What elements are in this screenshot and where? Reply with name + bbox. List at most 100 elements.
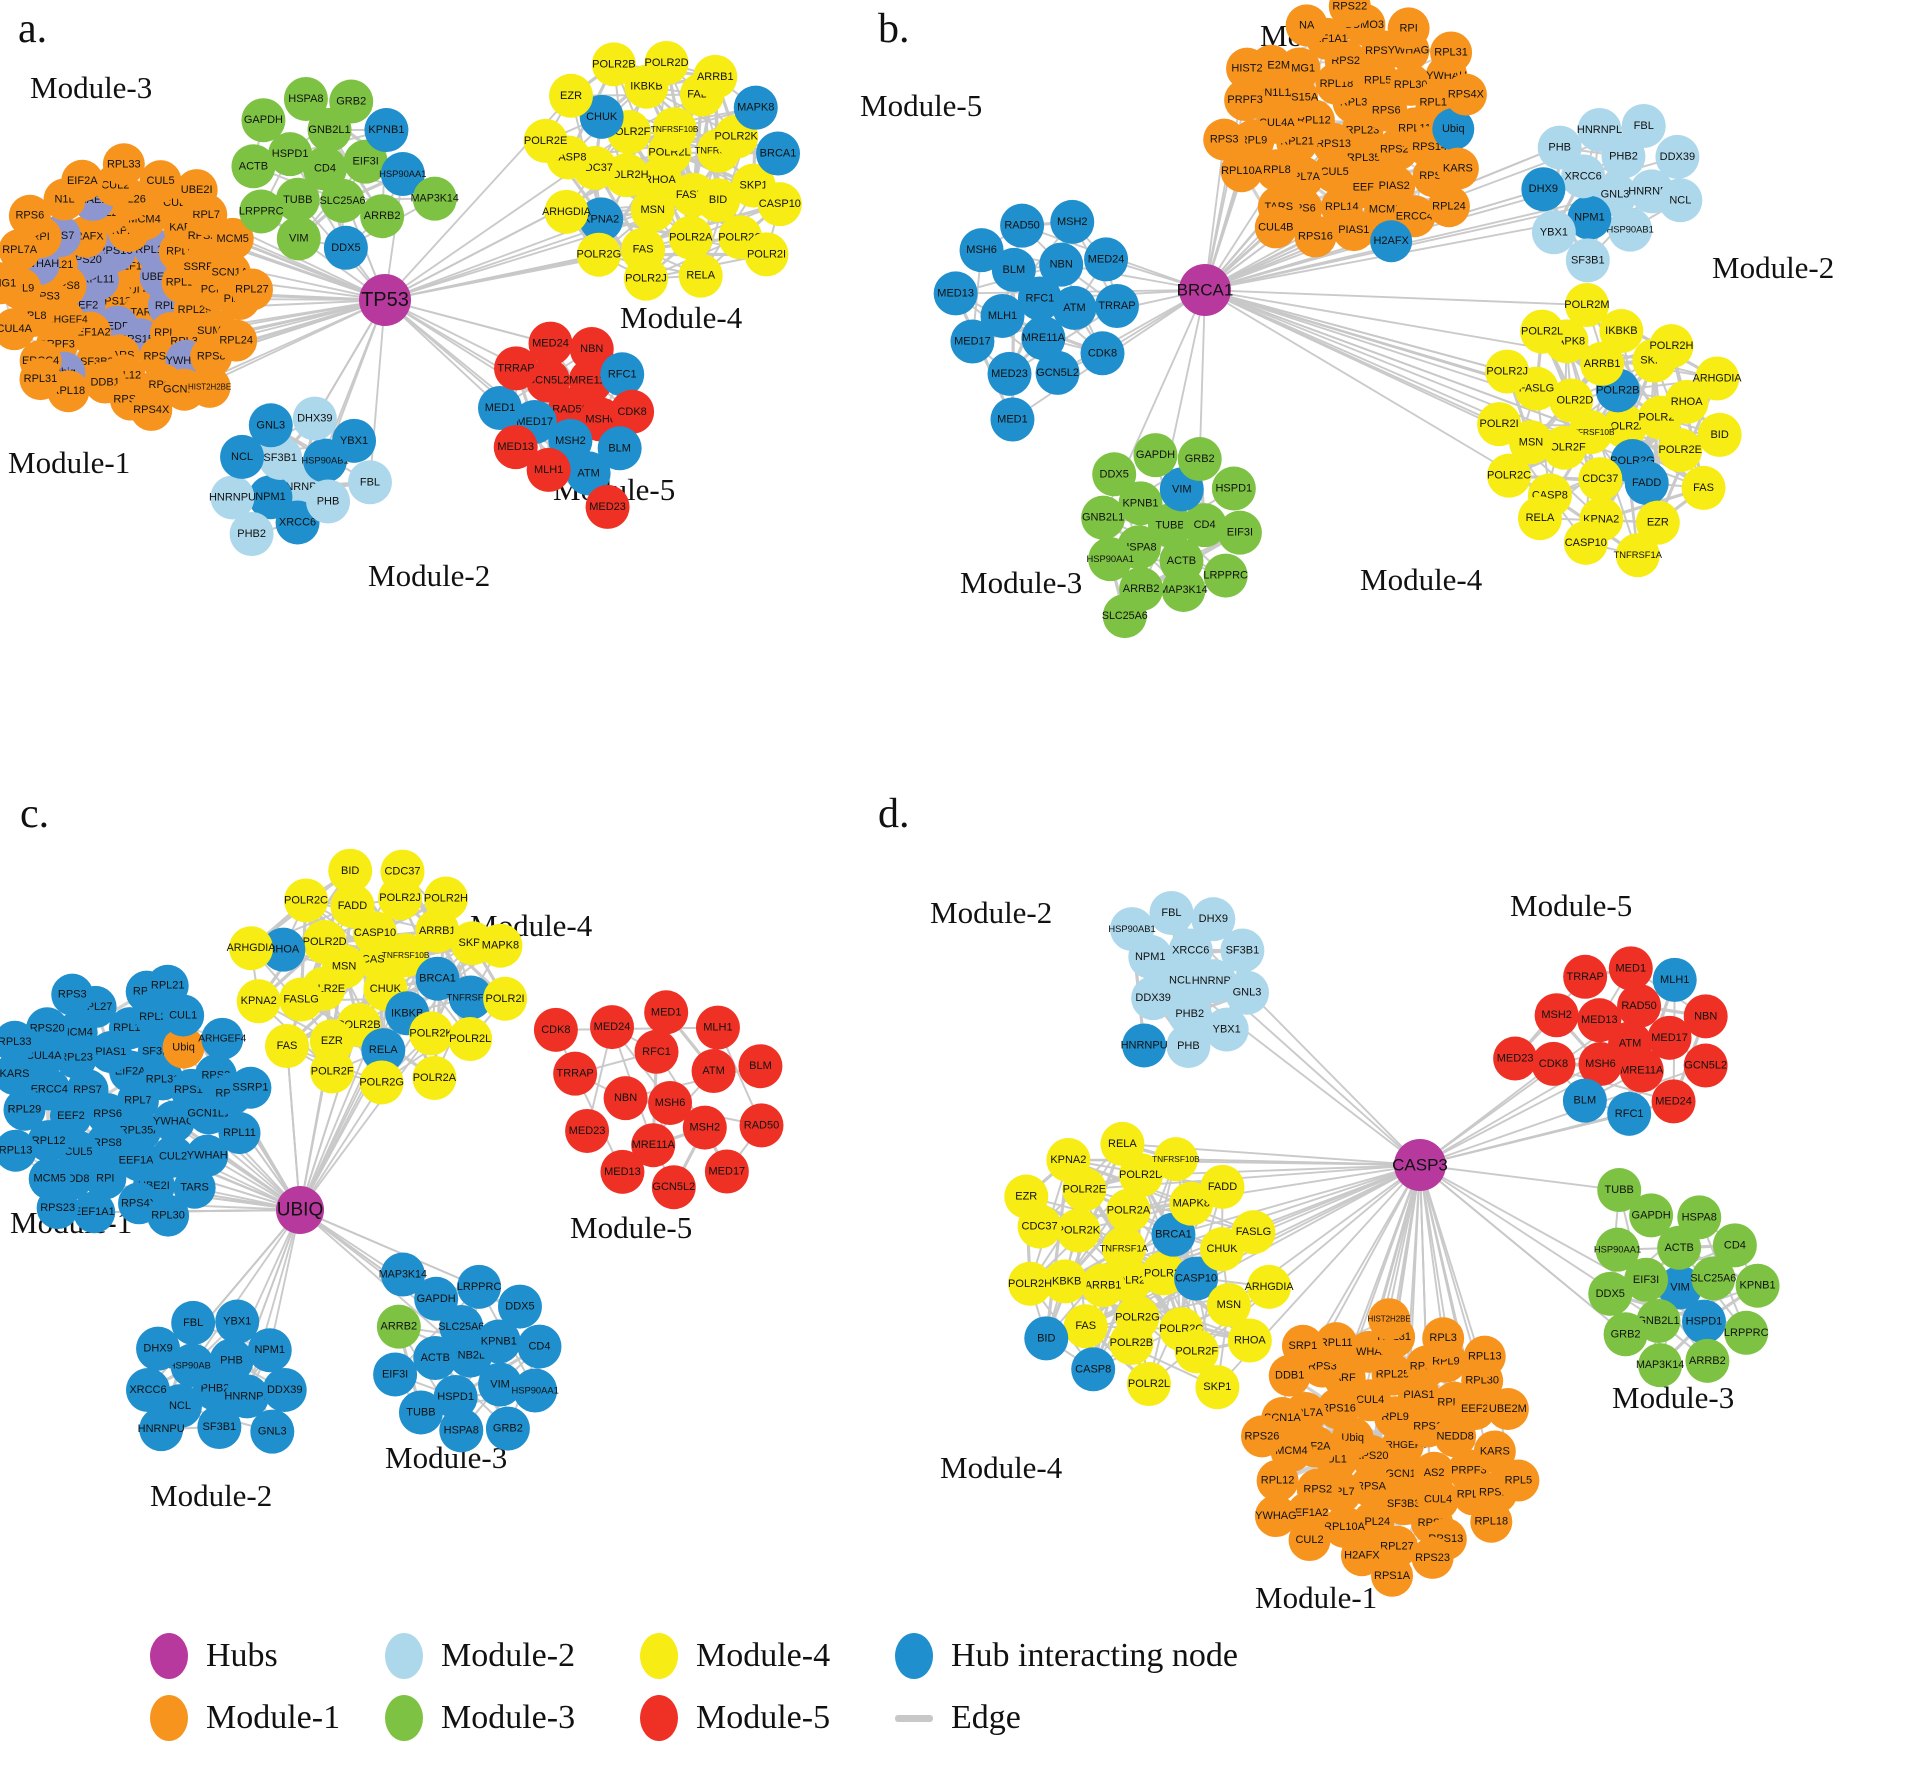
- network-node[interactable]: MSN: [630, 187, 675, 232]
- network-node[interactable]: POLR2I: [1477, 402, 1522, 447]
- node-circle[interactable]: [1564, 283, 1609, 328]
- node-circle[interactable]: [1088, 537, 1133, 582]
- network-node[interactable]: MED1: [477, 386, 522, 431]
- node-circle[interactable]: [1444, 73, 1487, 116]
- node-circle[interactable]: [597, 426, 642, 471]
- network-node[interactable]: ATM: [691, 1049, 736, 1094]
- node-circle[interactable]: [1486, 1388, 1529, 1431]
- node-circle[interactable]: [950, 319, 995, 364]
- node-circle[interactable]: [987, 351, 1032, 396]
- network-node[interactable]: MED1: [1608, 946, 1653, 991]
- node-circle[interactable]: [1577, 998, 1622, 1043]
- node-circle[interactable]: [102, 143, 145, 186]
- node-circle[interactable]: [1624, 1257, 1669, 1302]
- node-circle[interactable]: [513, 1368, 558, 1413]
- network-node[interactable]: POLR2F: [310, 1049, 355, 1094]
- node-circle[interactable]: [1081, 495, 1126, 540]
- network-node[interactable]: CUL5: [139, 160, 182, 203]
- network-node[interactable]: ARHGDIA: [1245, 1264, 1295, 1309]
- node-circle[interactable]: [1092, 452, 1137, 497]
- node-circle[interactable]: [1685, 1338, 1730, 1383]
- node-circle[interactable]: [8, 194, 51, 237]
- node-circle[interactable]: [1168, 928, 1213, 973]
- network-node[interactable]: MED1: [644, 990, 689, 1035]
- hub-circle[interactable]: [276, 1186, 324, 1234]
- node-circle[interactable]: [1021, 316, 1066, 361]
- network-node[interactable]: XRCC6: [125, 1368, 170, 1413]
- network-node[interactable]: MRE11A: [1619, 1048, 1664, 1093]
- node-circle[interactable]: [1595, 1227, 1640, 1272]
- node-circle[interactable]: [1477, 402, 1522, 447]
- node-circle[interactable]: [497, 1284, 542, 1329]
- node-circle[interactable]: [1430, 31, 1473, 74]
- node-circle[interactable]: [329, 79, 374, 124]
- network-node[interactable]: EIF2A: [61, 159, 104, 202]
- node-circle[interactable]: [630, 187, 675, 232]
- network-node[interactable]: LRPPRC: [1724, 1310, 1769, 1355]
- node-circle[interactable]: [175, 169, 218, 212]
- node-circle[interactable]: [1056, 1208, 1101, 1253]
- node-circle[interactable]: [1531, 1041, 1576, 1086]
- node-circle[interactable]: [528, 321, 573, 366]
- node-circle[interactable]: [229, 512, 274, 557]
- network-node[interactable]: MSH2: [1050, 199, 1095, 244]
- network-node[interactable]: SF3B1: [1220, 928, 1265, 973]
- network-node[interactable]: GRB2: [1603, 1312, 1648, 1357]
- node-circle[interactable]: [139, 160, 182, 203]
- network-node[interactable]: FBL: [1621, 103, 1666, 148]
- network-node[interactable]: RFC1: [1607, 1091, 1652, 1136]
- node-circle[interactable]: [229, 1066, 272, 1109]
- node-circle[interactable]: [1109, 1321, 1154, 1366]
- node-circle[interactable]: [210, 475, 255, 520]
- node-circle[interactable]: [1332, 209, 1375, 252]
- node-circle[interactable]: [188, 365, 231, 408]
- node-circle[interactable]: [1629, 1193, 1674, 1238]
- node-circle[interactable]: [1597, 1168, 1642, 1213]
- node-circle[interactable]: [1683, 994, 1728, 1039]
- network-node[interactable]: MED17: [950, 319, 995, 364]
- network-node[interactable]: SF3B1: [197, 1405, 242, 1450]
- node-circle[interactable]: [1493, 1036, 1538, 1081]
- node-circle[interactable]: [553, 1051, 598, 1096]
- node-circle[interactable]: [644, 40, 689, 85]
- network-node[interactable]: RPL5: [1497, 1459, 1540, 1502]
- network-node[interactable]: GCN5L2: [1035, 350, 1080, 395]
- network-node[interactable]: RHOA: [1227, 1318, 1272, 1363]
- node-circle[interactable]: [302, 920, 347, 965]
- node-circle[interactable]: [0, 308, 36, 351]
- network-node[interactable]: ARRB2: [360, 194, 405, 239]
- node-circle[interactable]: [704, 1149, 749, 1194]
- network-node[interactable]: RAD50: [1617, 983, 1662, 1028]
- node-circle[interactable]: [1411, 1536, 1454, 1579]
- node-circle[interactable]: [1683, 1043, 1728, 1088]
- node-circle[interactable]: [215, 319, 258, 362]
- node-circle[interactable]: [526, 447, 571, 492]
- network-node[interactable]: DHX39: [292, 396, 337, 441]
- network-node[interactable]: MED13: [600, 1149, 645, 1194]
- node-circle[interactable]: [119, 1109, 162, 1152]
- network-node[interactable]: POLR2I: [744, 232, 789, 277]
- network-node[interactable]: FAS: [264, 1024, 309, 1069]
- node-circle[interactable]: [1422, 1317, 1465, 1360]
- node-circle[interactable]: [236, 979, 281, 1024]
- node-circle[interactable]: [1206, 1283, 1251, 1328]
- node-circle[interactable]: [1177, 437, 1222, 482]
- network-node[interactable]: FBL: [347, 460, 392, 505]
- node-circle[interactable]: [1681, 1299, 1726, 1344]
- node-circle[interactable]: [1203, 553, 1248, 598]
- network-node[interactable]: PIAS1: [1332, 209, 1375, 252]
- node-circle[interactable]: [1084, 237, 1129, 282]
- node-circle[interactable]: [1635, 500, 1680, 545]
- network-node[interactable]: RPS4X: [130, 388, 173, 431]
- network-node[interactable]: DDX39: [262, 1367, 307, 1412]
- node-circle[interactable]: [1227, 1318, 1272, 1363]
- node-circle[interactable]: [1470, 1500, 1513, 1543]
- network-node[interactable]: POLR2H: [424, 876, 468, 921]
- node-circle[interactable]: [264, 1024, 309, 1069]
- network-node[interactable]: RAD50: [739, 1103, 784, 1148]
- network-node[interactable]: RAD50: [1000, 203, 1045, 248]
- network-node[interactable]: MAPK8: [733, 85, 778, 130]
- node-circle[interactable]: [1167, 991, 1212, 1036]
- network-node[interactable]: RPL11: [218, 1112, 261, 1155]
- network-node[interactable]: BID: [328, 848, 373, 893]
